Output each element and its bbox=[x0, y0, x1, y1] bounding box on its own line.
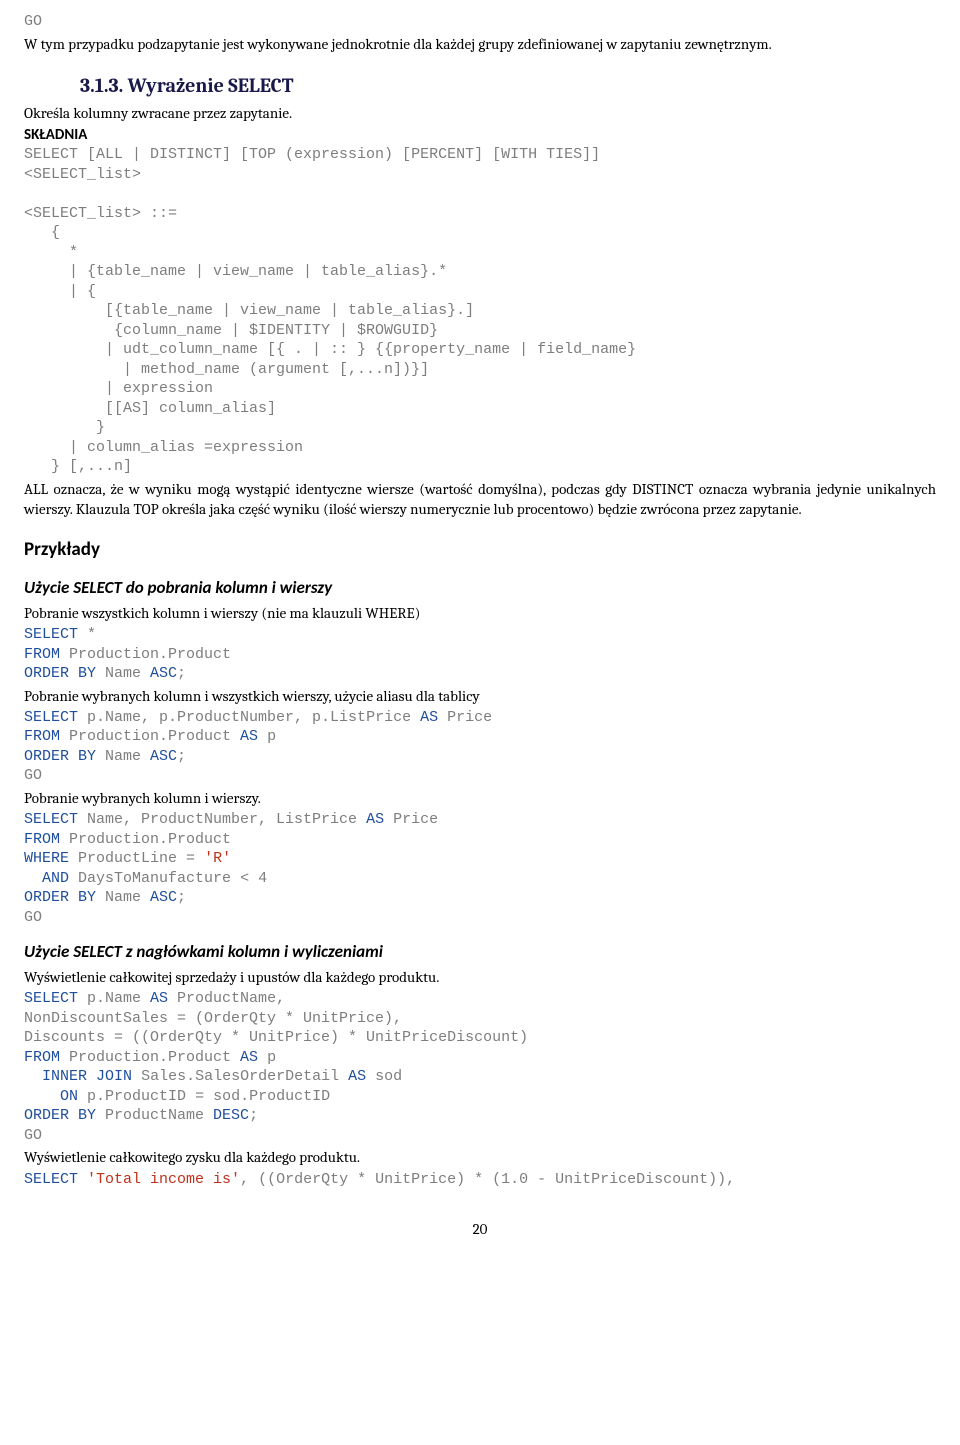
kw-desc: DESC bbox=[213, 1107, 249, 1124]
code-sql2: SELECT p.Name, p.ProductNumber, p.ListPr… bbox=[24, 708, 936, 786]
space bbox=[87, 1068, 96, 1085]
kw-select: SELECT bbox=[24, 990, 78, 1007]
sql-text: Sales.SalesOrderDetail bbox=[132, 1068, 348, 1085]
num-literal: 1.0 bbox=[501, 1171, 528, 1188]
kw-select: SELECT bbox=[24, 1171, 78, 1188]
heading-przyklady: Przykłady bbox=[24, 537, 936, 563]
paragraph-ex2b-desc: Wyświetlenie całkowitego zysku dla każde… bbox=[24, 1147, 936, 1167]
paragraph-define: Określa kolumny zwracane przez zapytanie… bbox=[24, 103, 936, 123]
sql-text: p.ProductID bbox=[78, 1088, 195, 1105]
sql-text: NonDiscountSales = (OrderQty * UnitPrice… bbox=[24, 1010, 402, 1027]
kw-as: AS bbox=[366, 811, 384, 828]
pad bbox=[24, 1068, 42, 1085]
kw-order-by: ORDER BY bbox=[24, 665, 96, 682]
semicolon: ; bbox=[177, 665, 186, 682]
pad bbox=[24, 1088, 60, 1105]
kw-from: FROM bbox=[24, 831, 60, 848]
kw-order-by: ORDER BY bbox=[24, 1107, 96, 1124]
kw-from: FROM bbox=[24, 728, 60, 745]
sql-text: Production.Product bbox=[60, 646, 231, 663]
sql-text: ProductName bbox=[96, 1107, 213, 1124]
op-lt: < bbox=[240, 870, 249, 887]
kw-as: AS bbox=[240, 728, 258, 745]
sql-text: Name bbox=[96, 665, 150, 682]
sql-text: Price bbox=[438, 709, 492, 726]
kw-asc: ASC bbox=[150, 665, 177, 682]
sql-text: Name, ProductNumber, ListPrice bbox=[78, 811, 366, 828]
sql-text: sod bbox=[366, 1068, 402, 1085]
semicolon: ; bbox=[249, 1107, 258, 1124]
semicolon: ; bbox=[177, 889, 186, 906]
kw-asc: ASC bbox=[150, 748, 177, 765]
kw-where: WHERE bbox=[24, 850, 69, 867]
sql-text: * bbox=[78, 626, 96, 643]
code-sql1: SELECT * FROM Production.Product ORDER B… bbox=[24, 625, 936, 684]
paragraph-ex2-desc: Wyświetlenie całkowitej sprzedaży i upus… bbox=[24, 967, 936, 987]
sql-text: ProductName, bbox=[168, 990, 285, 1007]
kw-as: AS bbox=[150, 990, 168, 1007]
kw-go: GO bbox=[24, 1127, 42, 1144]
sql-text: p bbox=[258, 728, 276, 745]
kw-go: GO bbox=[24, 909, 42, 926]
kw-as: AS bbox=[420, 709, 438, 726]
kw-asc: ASC bbox=[150, 889, 177, 906]
sql-text: ProductLine bbox=[69, 850, 186, 867]
code-sql3: SELECT Name, ProductNumber, ListPrice AS… bbox=[24, 810, 936, 927]
sql-text: Name bbox=[96, 889, 150, 906]
space bbox=[78, 1171, 87, 1188]
code-sql5: SELECT 'Total income is', ((OrderQty * U… bbox=[24, 1170, 936, 1190]
paragraph-ex1-desc: Pobranie wszystkich kolumn i wierszy (ni… bbox=[24, 603, 936, 623]
sql-text: Production.Product bbox=[60, 1049, 240, 1066]
op-eq: = bbox=[186, 850, 195, 867]
code-go-top: GO bbox=[24, 12, 936, 32]
kw-on: ON bbox=[60, 1088, 78, 1105]
paragraph-intro: W tym przypadku podzapytanie jest wykony… bbox=[24, 34, 936, 54]
sql-text: p bbox=[258, 1049, 276, 1066]
kw-inner: INNER bbox=[42, 1068, 87, 1085]
page-number: 20 bbox=[24, 1219, 936, 1239]
kw-join: JOIN bbox=[96, 1068, 132, 1085]
kw-go: GO bbox=[24, 767, 42, 784]
space bbox=[249, 870, 258, 887]
heading-ex2: Użycie SELECT z nagłówkami kolumn i wyli… bbox=[24, 941, 936, 964]
op-eq: = bbox=[195, 1088, 204, 1105]
kw-from: FROM bbox=[24, 646, 60, 663]
section-heading-313: 3.1.3. Wyrażenie SELECT bbox=[80, 72, 936, 99]
code-syntax-block: SELECT [ALL | DISTINCT] [TOP (expression… bbox=[24, 145, 936, 477]
sql-text: sod.ProductID bbox=[204, 1088, 330, 1105]
string-literal: 'R' bbox=[204, 850, 231, 867]
space bbox=[195, 850, 204, 867]
heading-ex1: Użycie SELECT do pobrania kolumn i wiers… bbox=[24, 577, 936, 600]
pad bbox=[24, 870, 42, 887]
num-literal: 4 bbox=[258, 870, 267, 887]
label-skladnia: SKŁADNIA bbox=[24, 125, 936, 145]
kw-as: AS bbox=[348, 1068, 366, 1085]
sql-text: DaysToManufacture bbox=[69, 870, 240, 887]
kw-select: SELECT bbox=[24, 811, 78, 828]
paragraph-ex1c-desc: Pobranie wybranych kolumn i wierszy. bbox=[24, 788, 936, 808]
sql-text: Discounts = ((OrderQty * UnitPrice) * Un… bbox=[24, 1029, 528, 1046]
sql-text: Production.Product bbox=[60, 831, 231, 848]
sql-text: Price bbox=[384, 811, 438, 828]
sql-text: p.Name, p.ProductNumber, p.ListPrice bbox=[78, 709, 420, 726]
semicolon: ; bbox=[177, 748, 186, 765]
string-literal: 'Total income is' bbox=[87, 1171, 240, 1188]
sql-text: p.Name bbox=[78, 990, 150, 1007]
paragraph-all-distinct: ALL oznacza, że w wyniku mogą wystąpić i… bbox=[24, 479, 936, 520]
kw-select: SELECT bbox=[24, 626, 78, 643]
kw-order-by: ORDER BY bbox=[24, 889, 96, 906]
code-sql4: SELECT p.Name AS ProductName, NonDiscoun… bbox=[24, 989, 936, 1145]
kw-and: AND bbox=[42, 870, 69, 887]
kw-from: FROM bbox=[24, 1049, 60, 1066]
sql-text: - UnitPriceDiscount)), bbox=[528, 1171, 735, 1188]
kw-as: AS bbox=[240, 1049, 258, 1066]
sql-text: , ((OrderQty * UnitPrice) * ( bbox=[240, 1171, 501, 1188]
paragraph-ex1b-desc: Pobranie wybranych kolumn i wszystkich w… bbox=[24, 686, 936, 706]
kw-select: SELECT bbox=[24, 709, 78, 726]
kw-order-by: ORDER BY bbox=[24, 748, 96, 765]
sql-text: Name bbox=[96, 748, 150, 765]
sql-text: Production.Product bbox=[60, 728, 240, 745]
